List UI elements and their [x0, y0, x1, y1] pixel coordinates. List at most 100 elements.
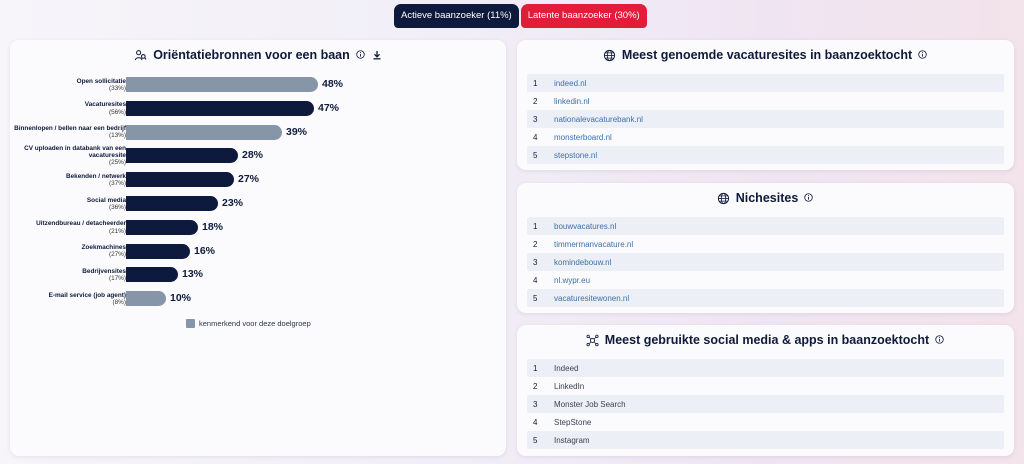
- bar-category-label: E-mail service (job agent) (8%): [8, 291, 126, 305]
- tab-actieve-baanzoeker[interactable]: Actieve baanzoeker (11%): [394, 4, 519, 28]
- legend-swatch: [186, 319, 195, 328]
- item-link[interactable]: monsterboard.nl: [554, 132, 612, 142]
- chart-legend: kenmerkend voor deze doelgroep: [186, 319, 311, 328]
- target-group-tabs: Actieve baanzoeker (11%) Latente baanzoe…: [394, 4, 647, 28]
- chart-bar-row: Binnenlopen / bellen naar een bedrijf (13…: [10, 124, 506, 141]
- item-link[interactable]: timmermanvacature.nl: [554, 239, 634, 249]
- list-item[interactable]: 4 monsterboard.nl: [527, 128, 1004, 146]
- bar-category-sublabel: (37%): [108, 179, 126, 187]
- item-rank: 1: [533, 363, 538, 373]
- bar-category-label: Uitzendbureau / detacheerder (21%): [8, 220, 126, 234]
- chart-bar[interactable]: [126, 100, 314, 116]
- bar-category-sublabel: (36%): [108, 203, 126, 211]
- item-rank: 5: [533, 435, 538, 445]
- chart-title: Oriëntatiebronnen voor een baan: [153, 48, 350, 62]
- item-rank: 2: [533, 96, 538, 106]
- item-link[interactable]: nl.wypr.eu: [554, 275, 591, 285]
- legend-label: kenmerkend voor deze doelgroep: [199, 319, 311, 328]
- bar-category-label: Zoekmachines (27%): [8, 244, 126, 258]
- bar-category-label: Binnenlopen / bellen naar een bedrijf (13…: [8, 125, 126, 139]
- globe-icon: [603, 49, 616, 62]
- chart-bar[interactable]: [126, 172, 234, 188]
- bar-category-label: CV uploaden in databank van een vacature…: [8, 145, 126, 167]
- bar-value-label: 47%: [318, 101, 340, 114]
- item-link[interactable]: stepstone.nl: [554, 150, 598, 160]
- item-rank: 2: [533, 239, 538, 249]
- orientation-sources-card: Oriëntatiebronnen voor een baan Open sol…: [10, 40, 506, 456]
- bar-category-label: Social media (36%): [8, 196, 126, 210]
- item-rank: 2: [533, 381, 538, 391]
- item-label: LinkedIn: [554, 381, 585, 391]
- chart-bar[interactable]: [126, 267, 178, 283]
- list-item: 3 Monster Job Search: [527, 395, 1004, 413]
- chart-bar[interactable]: [126, 196, 218, 211]
- item-link[interactable]: komindebouw.nl: [554, 257, 612, 267]
- list-item: 2 LinkedIn: [527, 377, 1004, 395]
- chart-bar[interactable]: [126, 77, 318, 92]
- vacaturesites-list: 1 indeed.nl 2 linkedin.nl 3 nationalevacatu…: [527, 74, 1004, 164]
- chart-bar-row: Bedrijvensites (17%) 13%: [10, 266, 506, 283]
- bar-category-name: Zoekmachines: [81, 243, 126, 251]
- info-icon[interactable]: [804, 193, 814, 203]
- item-link[interactable]: linkedin.nl: [554, 96, 590, 106]
- bar-category-sublabel: (17%): [108, 274, 126, 282]
- item-label: Monster Job Search: [554, 399, 626, 409]
- bar-value-label: 23%: [222, 197, 244, 209]
- bar-category-sublabel: (25%): [108, 159, 126, 167]
- item-rank: 1: [533, 221, 538, 231]
- download-icon[interactable]: [372, 50, 382, 60]
- item-link[interactable]: bouwvacatures.nl: [554, 221, 617, 231]
- bar-value-label: 18%: [202, 220, 224, 233]
- info-icon[interactable]: [356, 50, 366, 60]
- globe-icon: [717, 192, 730, 205]
- chart-bar[interactable]: [126, 148, 238, 164]
- item-rank: 3: [533, 399, 538, 409]
- social-media-title-bar: Meest gebruikte social media & apps in b…: [517, 330, 1014, 350]
- list-item[interactable]: 1 bouwvacatures.nl: [527, 217, 1004, 235]
- list-item[interactable]: 1 indeed.nl: [527, 74, 1004, 92]
- chart-bar[interactable]: [126, 291, 166, 307]
- bar-category-name: Open sollicitatie: [76, 77, 126, 85]
- bar-category-sublabel: (8%): [112, 298, 127, 306]
- list-item[interactable]: 3 nationalevacaturebank.nl: [527, 110, 1004, 128]
- bar-value-label: 27%: [238, 173, 260, 186]
- people-search-icon: [134, 49, 147, 62]
- nichesites-title-bar: Nichesites: [517, 188, 1014, 208]
- item-link[interactable]: vacaturesitewonen.nl: [554, 293, 630, 303]
- list-item: 4 StepStone: [527, 413, 1004, 431]
- item-rank: 5: [533, 150, 538, 160]
- item-rank: 4: [533, 275, 538, 285]
- nichesites-title: Nichesites: [735, 191, 799, 205]
- bar-value-label: 10%: [170, 292, 192, 305]
- tab-latente-baanzoeker[interactable]: Latente baanzoeker (30%): [520, 4, 647, 28]
- bar-value-label: 16%: [194, 244, 216, 257]
- list-item[interactable]: 2 linkedin.nl: [527, 92, 1004, 110]
- chart-bar[interactable]: [126, 124, 282, 140]
- bar-category-sublabel: (27%): [108, 251, 126, 259]
- chart-bar-row: CV uploaden in databank van een vacature…: [8, 145, 506, 167]
- item-label: Instagram: [554, 435, 590, 445]
- bar-value-label: 39%: [286, 125, 308, 138]
- info-icon[interactable]: [935, 335, 945, 345]
- list-item[interactable]: 2 timmermanvacature.nl: [527, 235, 1004, 253]
- chart-bar[interactable]: [126, 243, 190, 259]
- chart-bar-row: Bekenden / netwerk (37%) 27%: [10, 171, 506, 188]
- item-link[interactable]: nationalevacaturebank.nl: [554, 114, 643, 124]
- bar-category-name: Vacaturesites: [84, 101, 126, 109]
- item-rank: 1: [533, 78, 538, 88]
- bar-category-name: Social media: [86, 196, 126, 204]
- list-item[interactable]: 3 komindebouw.nl: [527, 253, 1004, 271]
- bar-category-name: Uitzendbureau / detacheerder: [36, 220, 126, 228]
- list-item[interactable]: 5 stepstone.nl: [527, 146, 1004, 164]
- bar-category-label: Bedrijvensites (17%): [8, 268, 126, 282]
- chart-bar[interactable]: [126, 219, 198, 235]
- info-icon[interactable]: [918, 50, 928, 60]
- list-item[interactable]: 5 vacaturesitewonen.nl: [527, 289, 1004, 307]
- list-item: 5 Instagram: [527, 431, 1004, 449]
- vacaturesites-title-bar: Meest genoemde vacaturesites in baanzoek…: [517, 45, 1014, 65]
- chart-bar-row: Open sollicitatie (33%) 48%: [10, 76, 506, 93]
- item-link[interactable]: indeed.nl: [554, 78, 587, 88]
- list-item[interactable]: 4 nl.wypr.eu: [527, 271, 1004, 289]
- vacaturesites-card: Meest genoemde vacaturesites in baanzoek…: [517, 40, 1014, 170]
- item-rank: 4: [533, 417, 538, 427]
